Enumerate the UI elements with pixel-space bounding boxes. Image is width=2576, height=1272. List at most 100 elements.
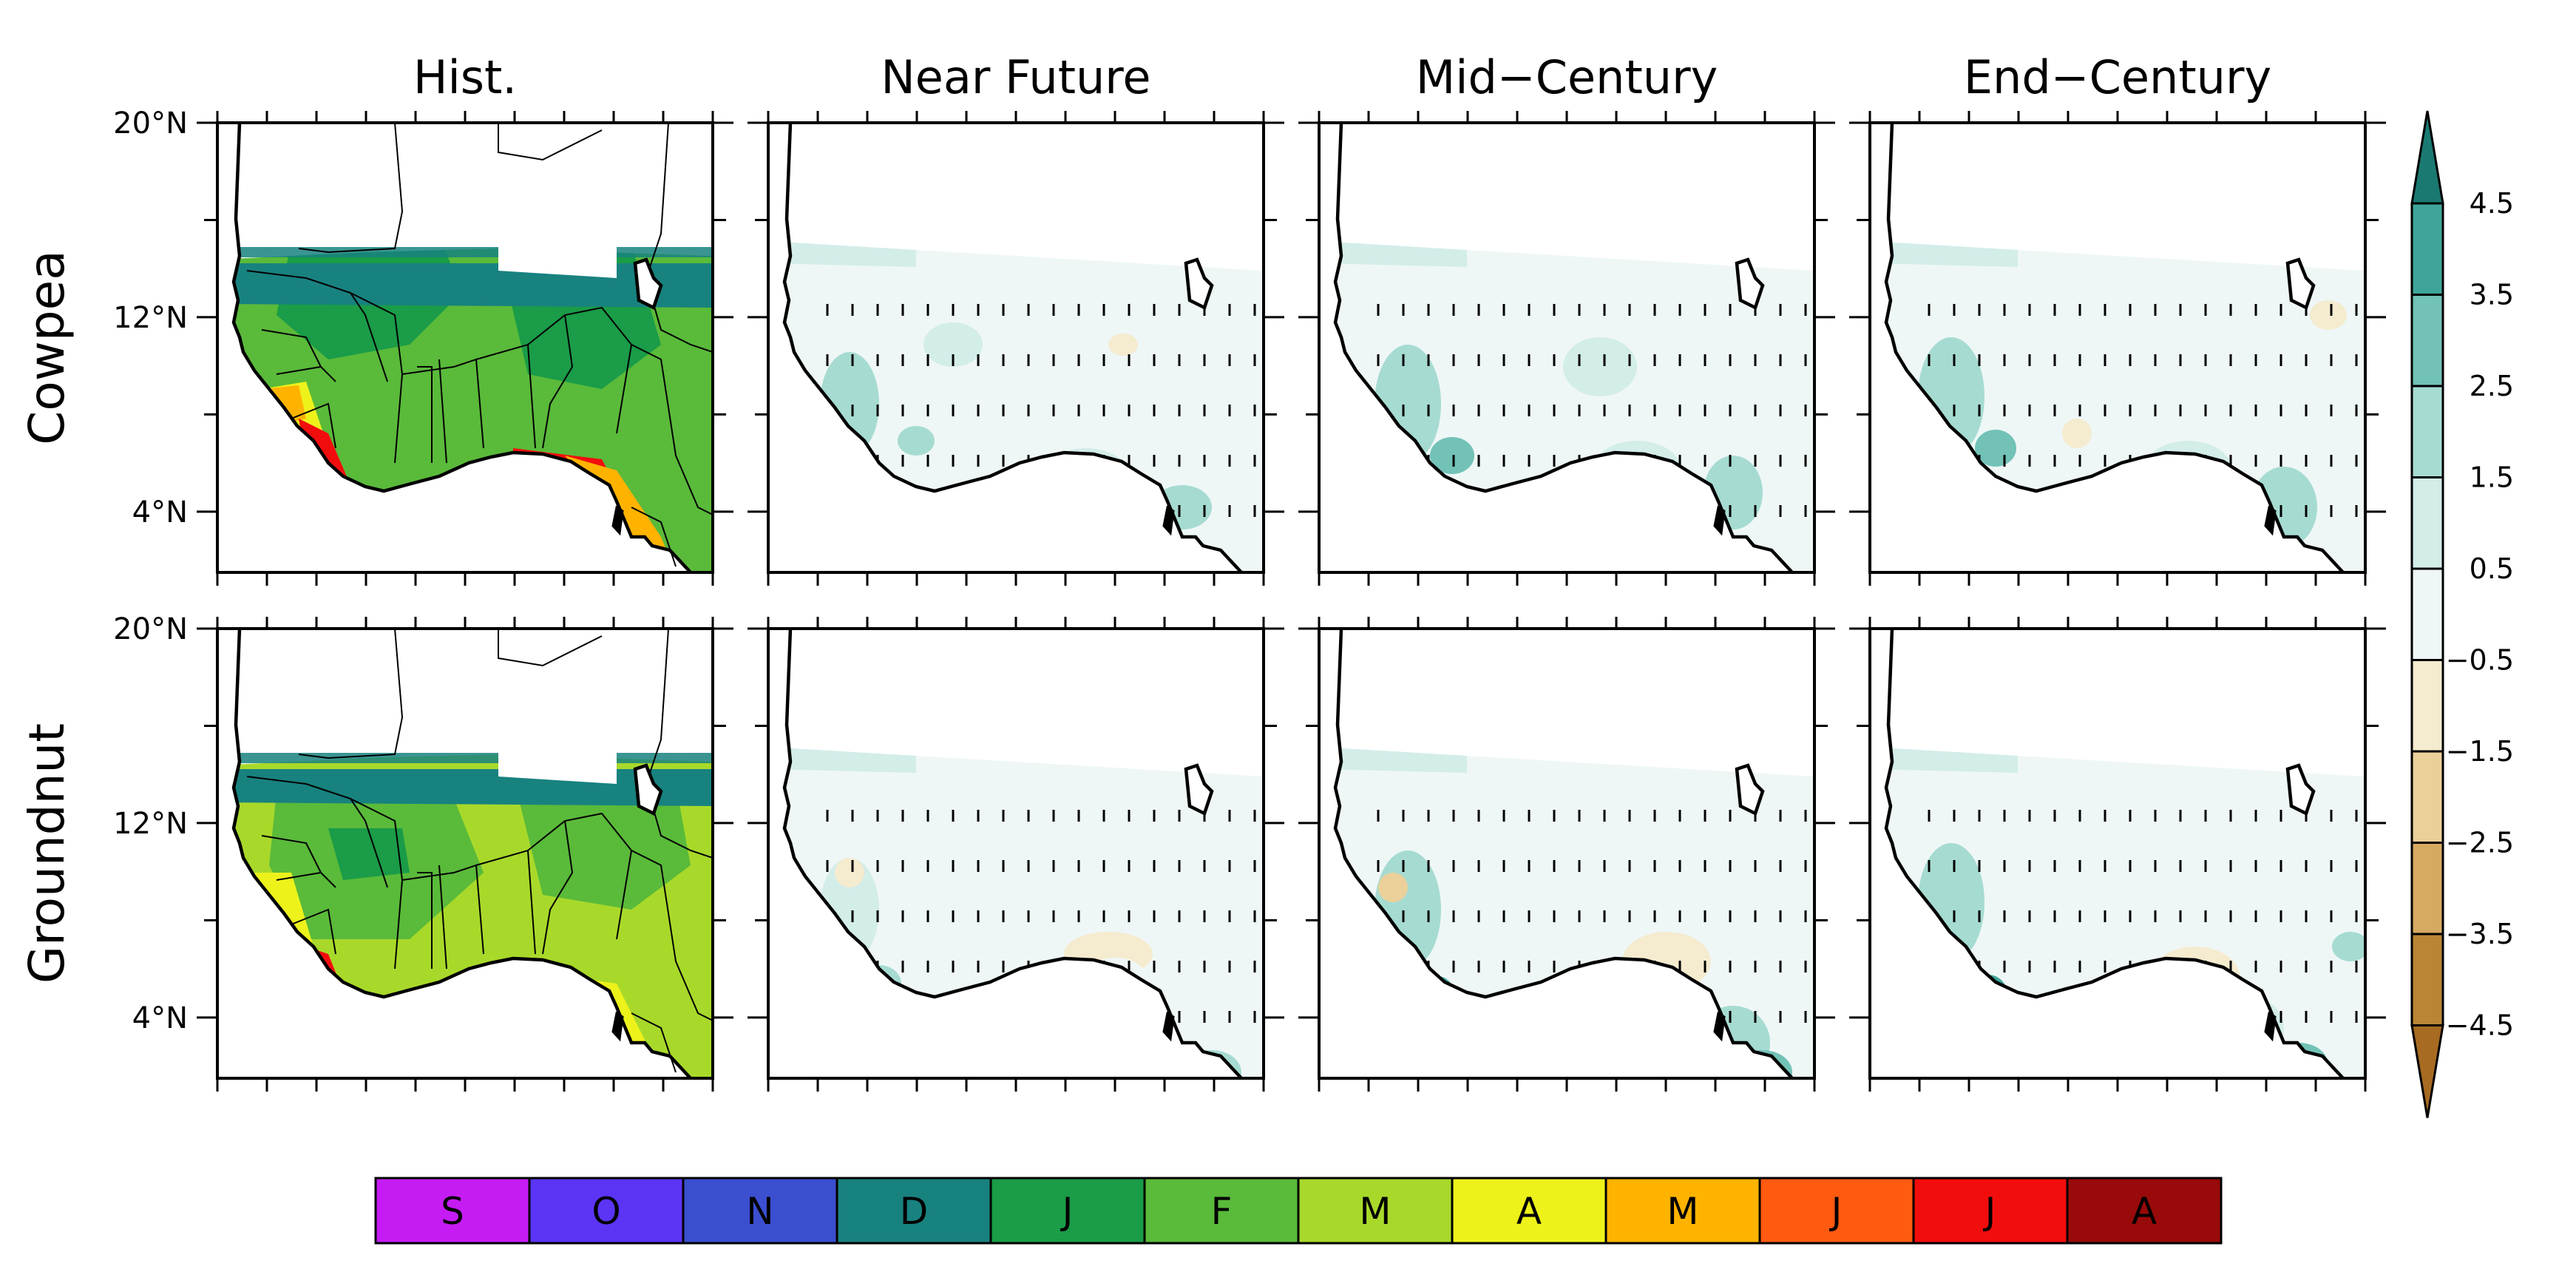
change-colorbar: 4.5 3.5 2.5 1.5 0.5 −0.5 −1.5 −2.5 −3.5 −4.5 [2410, 110, 2514, 1118]
panel-groundnut-1 [748, 617, 1284, 1092]
month-label: N [746, 1190, 773, 1233]
lake-chad [633, 257, 663, 311]
month-label: O [592, 1190, 620, 1233]
panel-title: Hist. [413, 50, 517, 104]
coastline [1884, 123, 2345, 572]
coastline [231, 123, 713, 572]
lake-chad [1735, 763, 1765, 816]
axis-ticks [1298, 617, 1835, 1092]
colorbar-extend-top [2410, 110, 2444, 205]
change-cell [1975, 430, 2016, 467]
colorbar-tick-label: 3.5 [2470, 279, 2514, 311]
month-label: S [441, 1190, 464, 1233]
axis-ticks [1849, 617, 2386, 1092]
change-cell [1108, 334, 1138, 356]
lake-chad [2285, 257, 2316, 311]
map-panels: 20°N 12°N 4°N Hist. Near Future Mid−Century En… [18, 50, 2386, 1092]
month-swatch [1604, 1177, 1761, 1245]
change-cell [2062, 419, 2092, 448]
colorbar-segment [2410, 385, 2444, 478]
colorbar-segment [2410, 933, 2444, 1026]
coastline [782, 123, 1243, 572]
month-swatch [835, 1177, 992, 1245]
coastline [231, 629, 713, 1078]
colorbar-tick-label: −4.5 [2446, 1009, 2514, 1042]
colorbar-tick-label: 0.5 [2470, 552, 2514, 585]
colorbar-segment [2410, 842, 2444, 936]
month-label: M [1359, 1190, 1391, 1233]
colorbar-segment [2410, 750, 2444, 844]
axis-ticks [1298, 111, 1835, 586]
coastline [1884, 629, 2345, 1078]
panel-cowpea-1: Near Future [748, 50, 1284, 586]
month-swatch [1451, 1177, 1607, 1245]
change-cell [898, 426, 935, 456]
month-label: J [1983, 1190, 1996, 1233]
month-swatch [528, 1177, 685, 1245]
colorbar-tick-label: −1.5 [2446, 735, 2514, 768]
month-label: J [1060, 1190, 1074, 1233]
month-swatch [374, 1177, 531, 1245]
coastline [1333, 629, 1794, 1078]
month-swatch [1758, 1177, 1915, 1245]
axis-ticks [197, 617, 733, 1092]
panel-groundnut-0: 20°N 12°N 4°N [113, 612, 733, 1092]
colorbar-segment [2410, 659, 2444, 753]
colorbar-extend-bottom [2410, 1024, 2444, 1118]
axis-ticks [197, 111, 733, 586]
month-label: F [1211, 1190, 1233, 1233]
colorbar-tick-label: 4.5 [2470, 187, 2514, 220]
lake-chad [633, 763, 663, 816]
month-swatch [2066, 1177, 2223, 1245]
axis-ticks [748, 111, 1284, 586]
data-field [217, 629, 713, 1078]
panel-title: Mid−Century [1416, 50, 1718, 104]
row-label: Groundnut [18, 723, 75, 984]
month-swatch [989, 1177, 1146, 1245]
month-label: J [1829, 1190, 1843, 1233]
row-label: Cowpea [18, 250, 75, 444]
lat-tick-label: 4°N [132, 495, 188, 530]
lake-chad [1735, 257, 1765, 311]
month-label: A [1516, 1190, 1542, 1233]
panel-groundnut-3 [1849, 617, 2386, 1092]
month-label: D [900, 1190, 929, 1233]
month-label: M [1667, 1190, 1698, 1233]
month-swatch [682, 1177, 838, 1245]
planting-month-region [328, 828, 410, 880]
stippling [1928, 304, 2358, 517]
panel-title: End−Century [1964, 50, 2271, 104]
lat-tick-label: 20°N [113, 106, 188, 141]
colorbar-segment [2410, 567, 2444, 661]
change-cell [1563, 337, 1637, 396]
change-cell [1430, 437, 1474, 474]
colorbar-segment [2410, 294, 2444, 388]
lake-chad [1184, 257, 1214, 311]
lat-tick-label: 12°N [113, 301, 188, 335]
lake-chad [1184, 763, 1214, 816]
colorbar-segment [2410, 202, 2444, 296]
panel-cowpea-0: 20°N 12°N 4°N Hist. [113, 50, 733, 586]
axis-ticks [748, 617, 1284, 1092]
colorbar-tick-label: 1.5 [2470, 461, 2514, 494]
change-cell [1378, 873, 1408, 902]
colorbar-tick-label: −2.5 [2446, 827, 2514, 859]
coastline [782, 629, 1243, 1078]
panel-cowpea-2: Mid−Century [1298, 50, 1835, 586]
change-cell [2310, 300, 2347, 330]
month-label: A [2132, 1190, 2157, 1233]
colorbar-tick-label: 2.5 [2470, 370, 2514, 402]
panel-groundnut-2 [1298, 617, 1835, 1092]
month-swatch [1297, 1177, 1454, 1245]
coastline [1333, 123, 1794, 572]
panel-title: Near Future [881, 50, 1150, 104]
change-cell [2332, 932, 2365, 961]
panel-cowpea-3: End−Century [1849, 50, 2386, 586]
colorbar-segment [2410, 476, 2444, 570]
lat-tick-label: 20°N [113, 612, 188, 646]
change-cell [835, 858, 864, 887]
lake-chad [2285, 763, 2316, 816]
colorbar-tick-label: −3.5 [2446, 918, 2514, 950]
